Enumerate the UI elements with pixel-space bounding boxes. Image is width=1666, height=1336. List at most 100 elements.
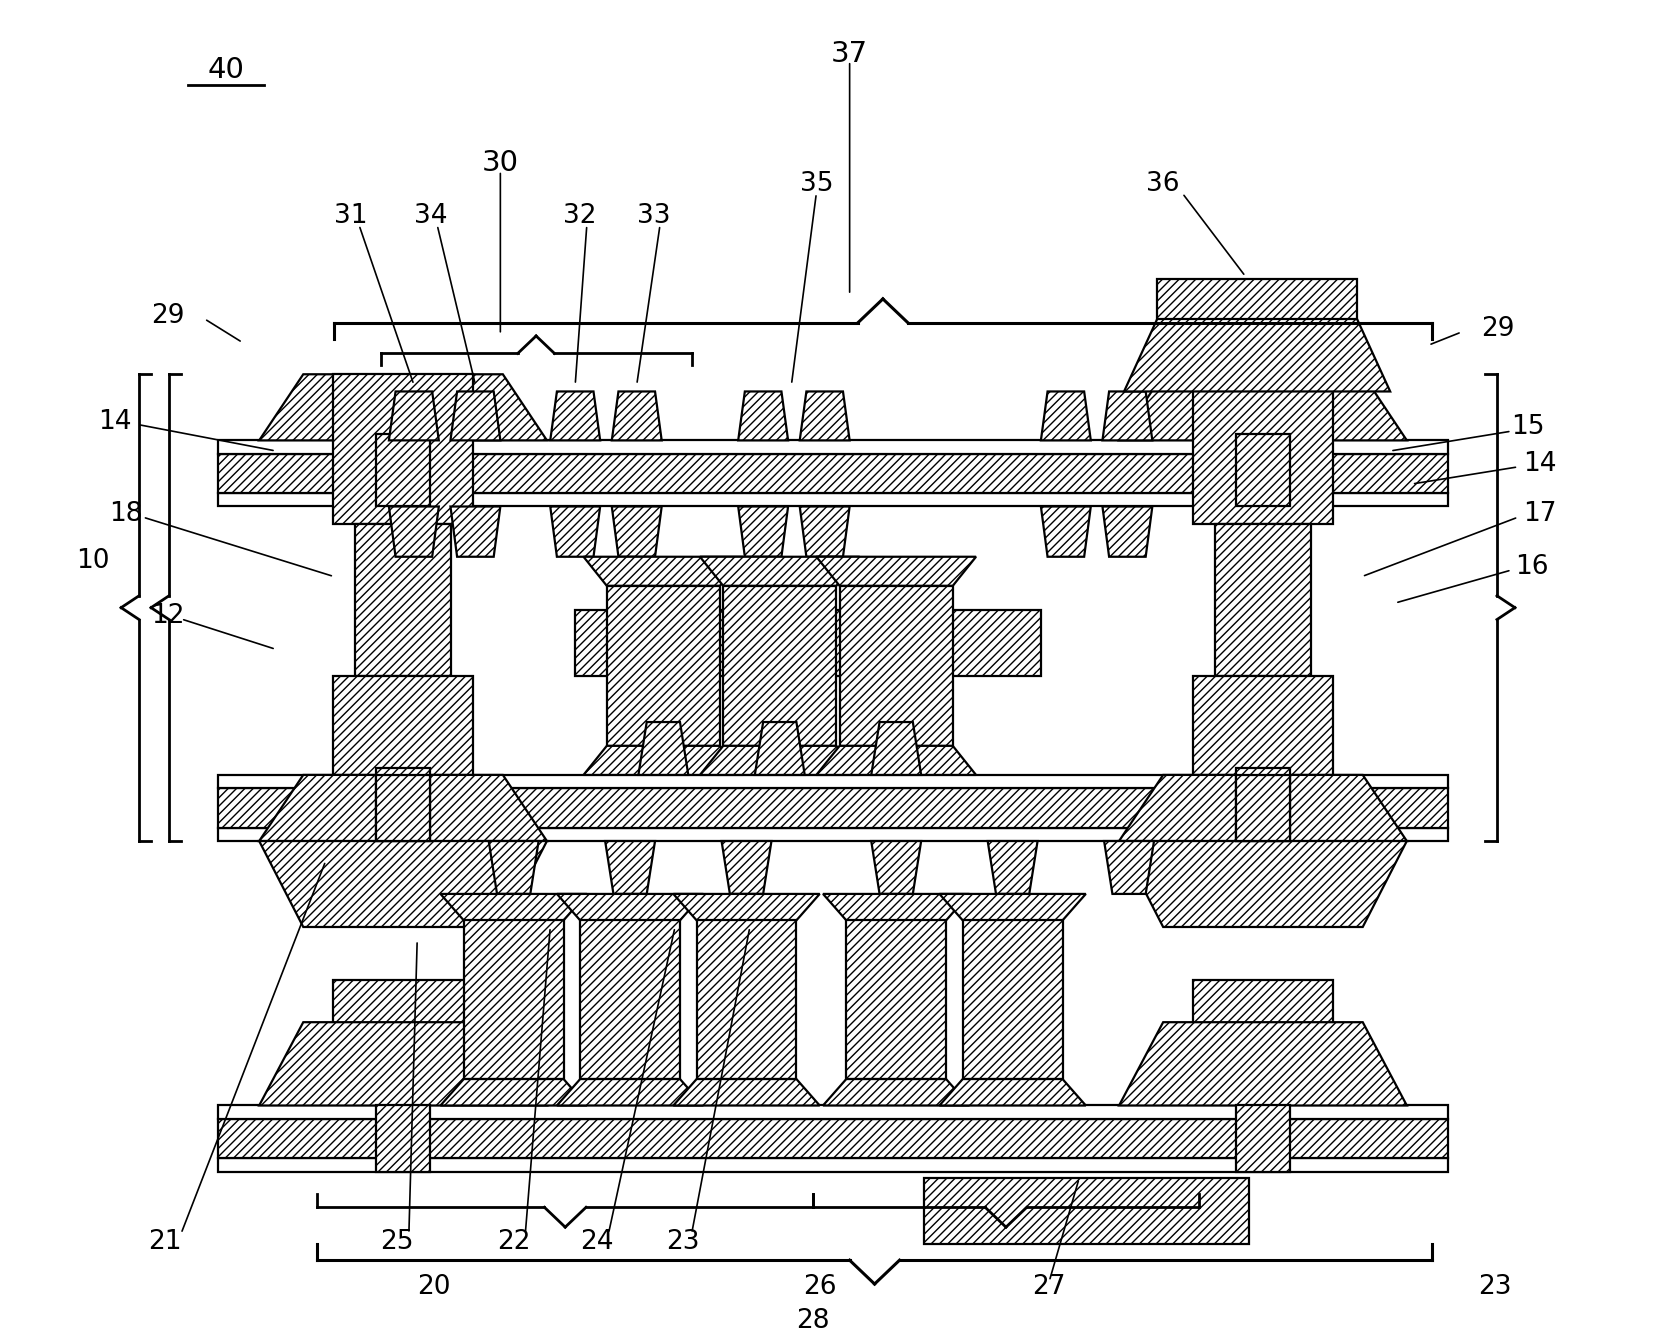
Bar xyxy=(218,493,1448,506)
Polygon shape xyxy=(611,391,661,441)
Polygon shape xyxy=(816,745,976,775)
Polygon shape xyxy=(816,557,976,587)
Bar xyxy=(1236,775,1289,842)
Bar xyxy=(696,921,796,1079)
Polygon shape xyxy=(1103,506,1153,557)
Polygon shape xyxy=(1103,391,1153,441)
Text: 33: 33 xyxy=(636,203,670,228)
Text: 15: 15 xyxy=(1511,414,1544,440)
Text: 25: 25 xyxy=(380,1229,413,1255)
Polygon shape xyxy=(638,721,688,775)
Text: 29: 29 xyxy=(152,303,185,329)
Text: 29: 29 xyxy=(1481,317,1514,342)
Text: 28: 28 xyxy=(796,1308,830,1335)
Polygon shape xyxy=(940,894,1086,921)
Polygon shape xyxy=(260,1022,546,1105)
Text: 32: 32 xyxy=(563,203,596,228)
Bar xyxy=(1236,1105,1289,1172)
Polygon shape xyxy=(605,842,655,894)
Text: 31: 31 xyxy=(333,203,368,228)
Bar xyxy=(218,1158,1448,1172)
Polygon shape xyxy=(823,894,970,921)
Polygon shape xyxy=(700,745,860,775)
Polygon shape xyxy=(1120,374,1406,441)
Polygon shape xyxy=(556,1079,703,1105)
Bar xyxy=(333,979,473,1066)
Bar xyxy=(1215,524,1311,676)
Text: 14: 14 xyxy=(98,409,132,436)
Polygon shape xyxy=(388,391,438,441)
Text: 14: 14 xyxy=(1523,452,1556,477)
Polygon shape xyxy=(260,775,546,842)
Polygon shape xyxy=(700,557,860,587)
Polygon shape xyxy=(488,842,538,894)
Text: 30: 30 xyxy=(481,148,518,176)
Polygon shape xyxy=(556,894,703,921)
Polygon shape xyxy=(800,506,850,557)
Polygon shape xyxy=(1120,1022,1406,1105)
Text: 18: 18 xyxy=(110,501,143,528)
Bar xyxy=(925,1178,1250,1244)
Bar xyxy=(840,587,953,745)
Bar xyxy=(963,921,1063,1079)
Bar xyxy=(218,775,1448,788)
Polygon shape xyxy=(871,842,921,894)
Polygon shape xyxy=(940,1079,1086,1105)
Bar xyxy=(218,1105,1448,1118)
Bar xyxy=(218,828,1448,842)
Bar xyxy=(355,524,451,676)
Text: 12: 12 xyxy=(152,604,185,629)
Polygon shape xyxy=(450,391,500,441)
Polygon shape xyxy=(1120,842,1406,927)
Text: 26: 26 xyxy=(803,1273,836,1300)
Bar xyxy=(333,374,473,524)
Text: 21: 21 xyxy=(148,1229,182,1255)
Text: 22: 22 xyxy=(496,1229,530,1255)
Bar xyxy=(218,788,1448,828)
Text: 35: 35 xyxy=(800,171,833,196)
Bar xyxy=(377,1105,430,1172)
Bar xyxy=(333,676,473,775)
Bar xyxy=(575,609,1041,676)
Polygon shape xyxy=(583,745,743,775)
Bar xyxy=(606,587,720,745)
Text: 27: 27 xyxy=(1033,1273,1066,1300)
Bar xyxy=(1158,279,1356,319)
Text: 20: 20 xyxy=(416,1273,450,1300)
Text: 16: 16 xyxy=(1514,554,1548,580)
Text: 37: 37 xyxy=(831,40,868,68)
Polygon shape xyxy=(450,506,500,557)
Bar xyxy=(463,921,563,1079)
Text: 17: 17 xyxy=(1523,501,1556,528)
Polygon shape xyxy=(550,506,600,557)
Polygon shape xyxy=(1041,391,1091,441)
Text: 36: 36 xyxy=(1146,171,1180,196)
Polygon shape xyxy=(755,721,805,775)
Bar xyxy=(377,768,430,842)
Text: 23: 23 xyxy=(1478,1273,1511,1300)
Bar xyxy=(1193,374,1333,524)
Polygon shape xyxy=(738,506,788,557)
Polygon shape xyxy=(738,391,788,441)
Bar xyxy=(218,454,1448,493)
Text: 34: 34 xyxy=(413,203,446,228)
Bar xyxy=(1236,434,1289,506)
Polygon shape xyxy=(823,1079,970,1105)
Polygon shape xyxy=(1041,506,1091,557)
Polygon shape xyxy=(673,1079,820,1105)
Polygon shape xyxy=(800,391,850,441)
Text: 40: 40 xyxy=(208,56,245,84)
Polygon shape xyxy=(388,506,438,557)
Polygon shape xyxy=(583,557,743,587)
Polygon shape xyxy=(440,894,586,921)
Bar xyxy=(377,434,430,506)
Polygon shape xyxy=(1105,842,1155,894)
Polygon shape xyxy=(1120,775,1406,842)
Polygon shape xyxy=(673,894,820,921)
Bar xyxy=(1193,676,1333,775)
Polygon shape xyxy=(721,842,771,894)
Bar xyxy=(218,1118,1448,1158)
Bar xyxy=(846,921,946,1079)
Polygon shape xyxy=(550,391,600,441)
Polygon shape xyxy=(1125,319,1389,391)
